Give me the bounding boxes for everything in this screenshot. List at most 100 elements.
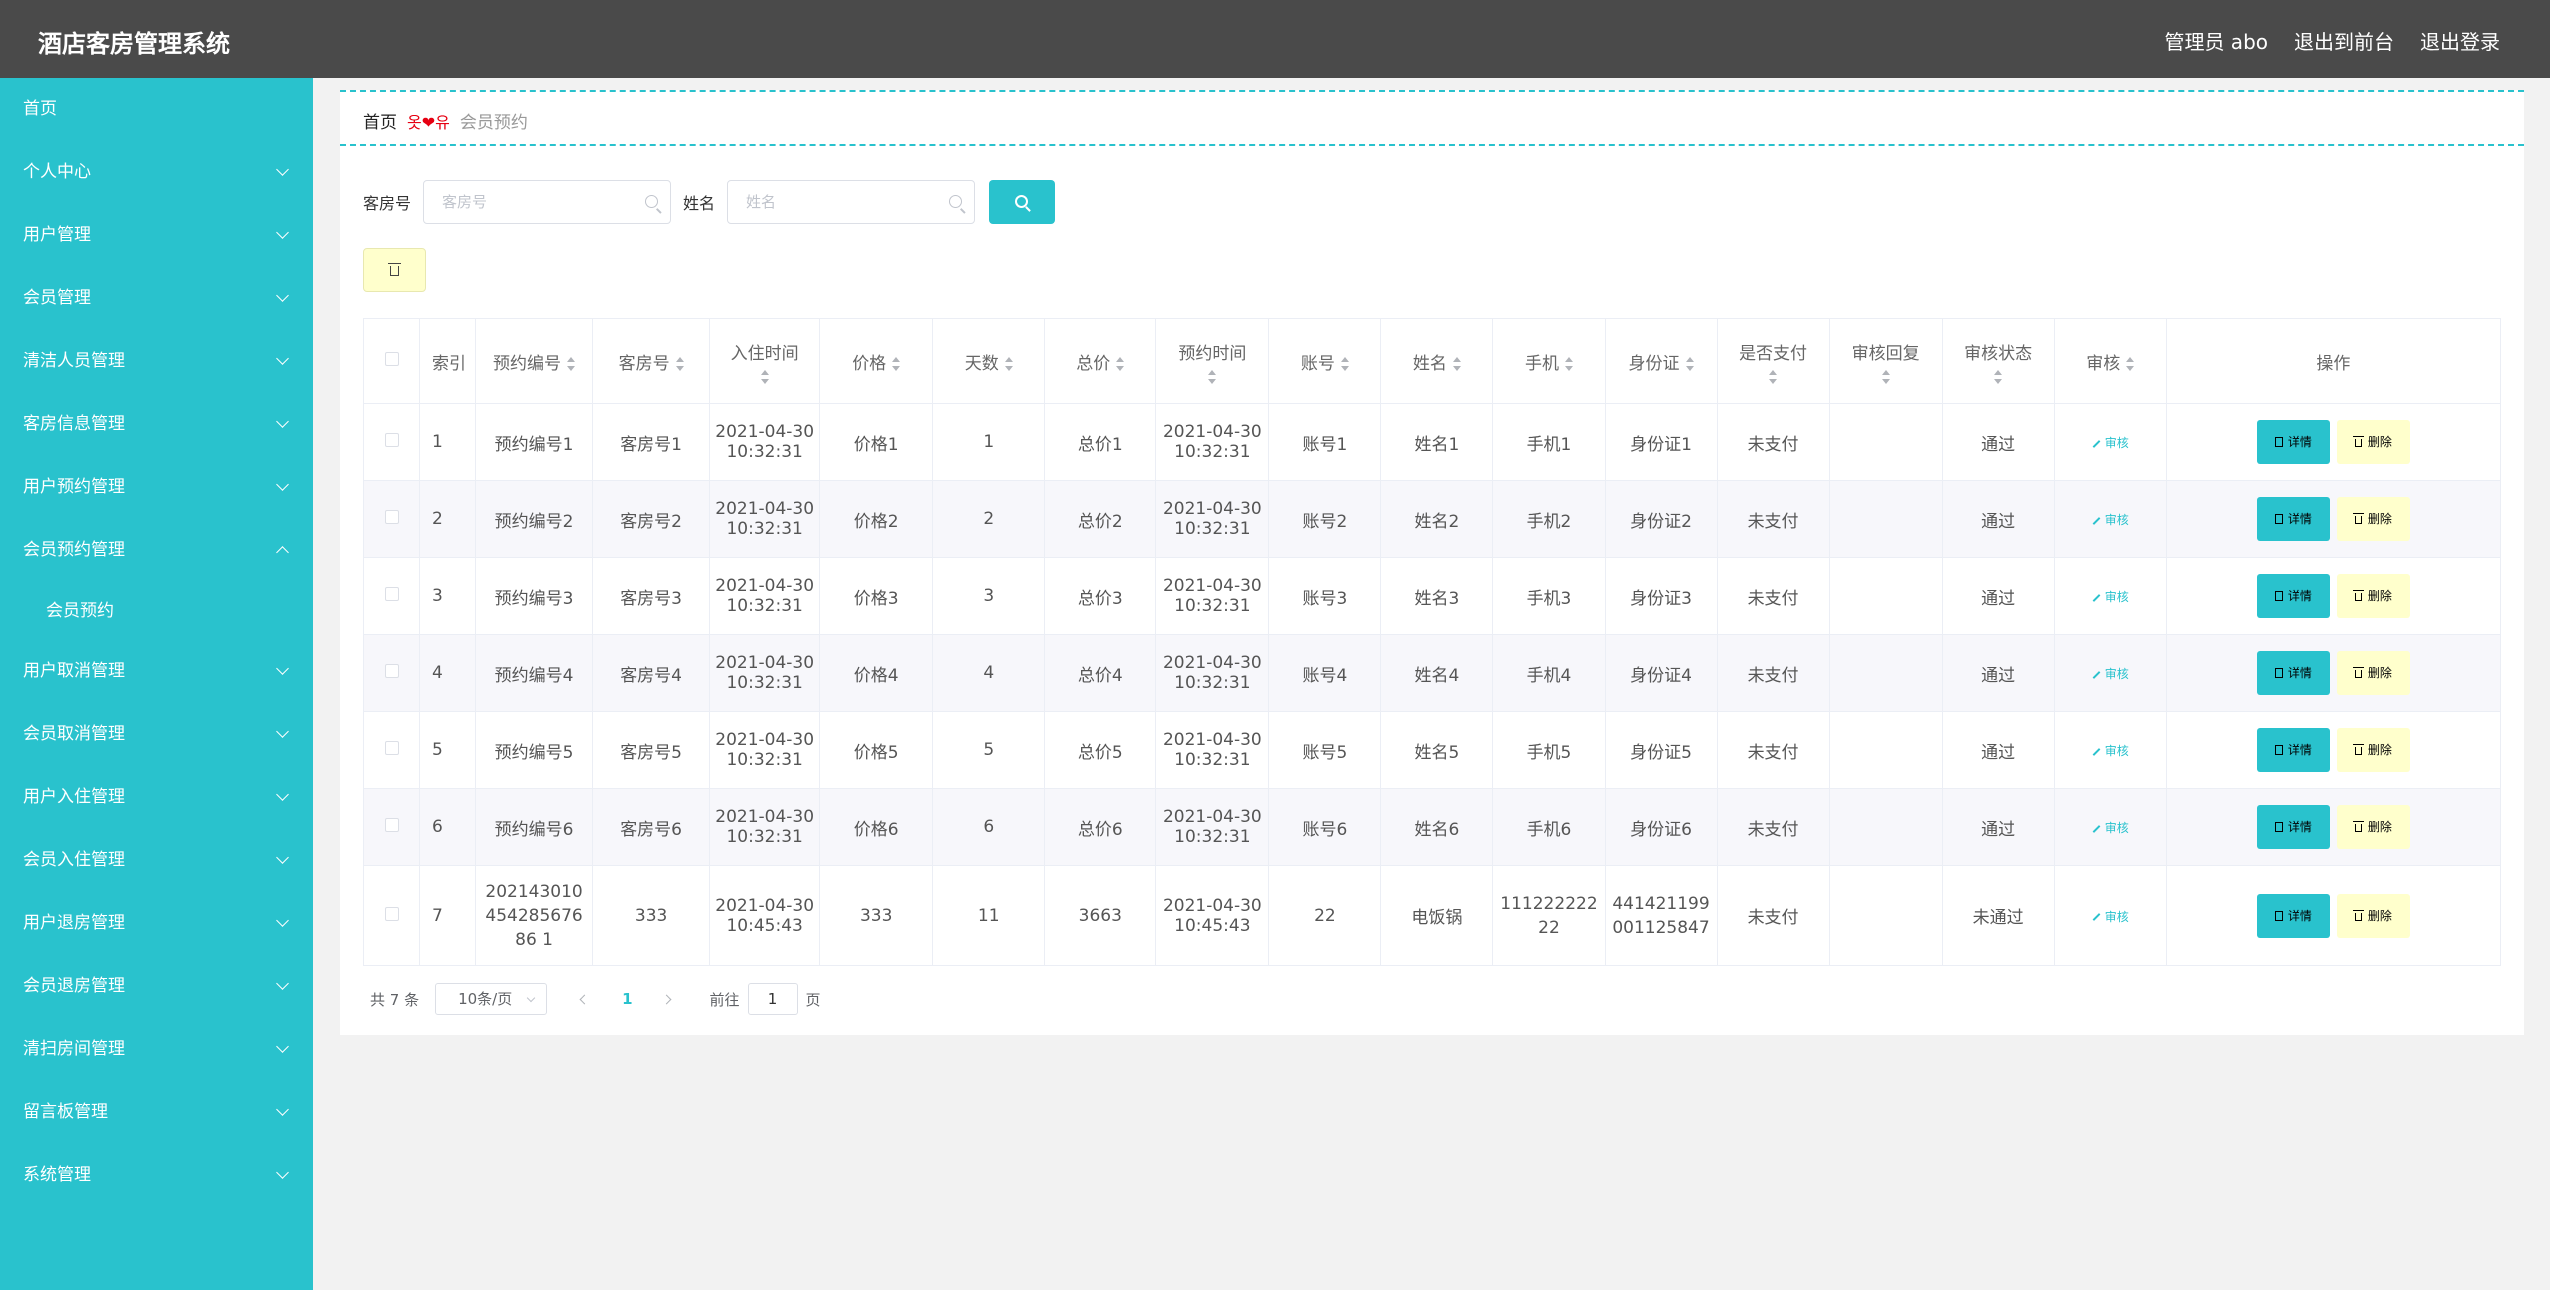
search-button[interactable] [989, 180, 1056, 224]
detail-button[interactable]: 详情 [2256, 893, 2330, 938]
name-field[interactable] [727, 180, 976, 224]
row-checkbox[interactable] [384, 741, 399, 755]
delete-button[interactable]: 删除 [2336, 728, 2410, 772]
column-header[interactable]: 账号 [1268, 318, 1382, 404]
column-header[interactable]: 价格 [819, 318, 934, 404]
sidebar-item-label: 会员退房管理 [23, 976, 125, 996]
delete-button[interactable]: 删除 [2336, 805, 2410, 849]
column-header[interactable]: 手机 [1492, 318, 1606, 404]
table-cell: 姓名2 [1380, 480, 1494, 558]
row-select-cell [362, 788, 421, 866]
sort-icon[interactable] [1564, 356, 1573, 371]
sidebar-subitem[interactable]: 会员预约 [0, 582, 313, 640]
sidebar-item[interactable]: 会员退房管理 [0, 955, 313, 1018]
sidebar-item[interactable]: 首页 [0, 78, 313, 141]
column-header[interactable]: 预约时间 [1155, 318, 1270, 404]
sidebar-item[interactable]: 会员预约管理 [0, 519, 313, 582]
table-cell: 2021-04-30 10:32:31 [709, 480, 821, 558]
logout-link[interactable]: 退出登录 [2420, 30, 2500, 54]
column-header[interactable]: 审核 [2053, 318, 2167, 404]
column-header[interactable]: 是否支付 [1716, 318, 1830, 404]
column-header[interactable]: 总价 [1044, 318, 1157, 404]
sort-icon[interactable] [1685, 356, 1694, 371]
sort-icon[interactable] [675, 356, 684, 371]
sort-icon[interactable] [1004, 356, 1013, 371]
sidebar-item[interactable]: 用户退房管理 [0, 892, 313, 955]
delete-button[interactable]: 删除 [2336, 497, 2410, 541]
row-checkbox[interactable] [384, 818, 399, 832]
sidebar-item[interactable]: 用户管理 [0, 204, 313, 267]
column-header[interactable]: 审核状态 [1941, 318, 2055, 404]
detail-button[interactable]: 详情 [2256, 728, 2330, 772]
detail-button[interactable]: 详情 [2256, 651, 2330, 695]
sidebar-item[interactable]: 留言板管理 [0, 1081, 313, 1144]
audit-link[interactable]: 审核 [2092, 821, 2129, 835]
batch-delete-button[interactable] [363, 248, 426, 292]
audit-link[interactable]: 审核 [2092, 436, 2129, 450]
select-all-checkbox[interactable] [384, 352, 399, 366]
row-checkbox[interactable] [384, 664, 399, 678]
delete-button[interactable]: 删除 [2336, 651, 2410, 695]
row-checkbox[interactable] [384, 587, 399, 601]
column-header[interactable]: 预约编号 [475, 318, 594, 404]
sidebar-item[interactable]: 客房信息管理 [0, 393, 313, 456]
row-checkbox[interactable] [384, 906, 399, 921]
detail-button[interactable]: 详情 [2256, 497, 2330, 541]
room-field[interactable] [423, 180, 672, 224]
sidebar-item[interactable]: 用户预约管理 [0, 456, 313, 519]
audit-link[interactable]: 审核 [2092, 513, 2129, 527]
to-front-link[interactable]: 退出到前台 [2294, 30, 2394, 54]
detail-button[interactable]: 详情 [2256, 574, 2330, 618]
sort-icon[interactable] [1208, 369, 1217, 384]
table-cell: 3663 [1044, 865, 1157, 966]
row-checkbox[interactable] [384, 510, 399, 524]
column-header[interactable]: 入住时间 [709, 318, 821, 404]
name-input[interactable] [728, 181, 975, 223]
detail-button[interactable]: 详情 [2256, 420, 2330, 464]
sidebar-item[interactable]: 系统管理 [0, 1144, 313, 1207]
delete-button[interactable]: 删除 [2336, 893, 2410, 938]
audit-link[interactable]: 审核 [2092, 910, 2129, 924]
sort-icon[interactable] [1116, 356, 1125, 371]
column-header[interactable]: 客房号 [592, 318, 711, 404]
sidebar-item[interactable]: 会员管理 [0, 267, 313, 330]
detail-button[interactable]: 详情 [2256, 805, 2330, 849]
sort-icon[interactable] [2126, 356, 2135, 371]
table-cell: 2021-04-30 10:32:31 [709, 634, 821, 712]
audit-link[interactable]: 审核 [2092, 590, 2129, 604]
sort-icon[interactable] [1994, 369, 2003, 384]
audit-link[interactable]: 审核 [2092, 667, 2129, 681]
table-cell: 通过 [1941, 788, 2055, 866]
audit-cell: 审核 [2053, 480, 2167, 558]
sidebar-item[interactable]: 会员入住管理 [0, 829, 313, 892]
prev-page-button[interactable] [579, 994, 590, 1004]
breadcrumb-home[interactable]: 首页 [363, 113, 397, 133]
page-size-select[interactable]: 10条/页 [435, 983, 548, 1015]
next-page-button[interactable] [661, 994, 671, 1004]
sidebar-item[interactable]: 个人中心 [0, 141, 313, 204]
column-header[interactable]: 姓名 [1380, 318, 1494, 404]
sort-icon[interactable] [567, 356, 576, 371]
sort-icon[interactable] [892, 356, 901, 371]
sidebar-item[interactable]: 清扫房间管理 [0, 1018, 313, 1081]
sort-icon[interactable] [1769, 369, 1778, 384]
sort-icon[interactable] [760, 369, 769, 384]
sort-icon[interactable] [1340, 356, 1349, 371]
sidebar-item[interactable]: 用户取消管理 [0, 640, 313, 703]
sort-icon[interactable] [1452, 356, 1461, 371]
column-header[interactable]: 天数 [932, 318, 1046, 404]
audit-link[interactable]: 审核 [2092, 744, 2129, 758]
page-number[interactable]: 1 [622, 990, 633, 1008]
row-checkbox[interactable] [384, 433, 399, 447]
column-header[interactable]: 审核回复 [1828, 318, 1943, 404]
goto-page-input[interactable]: 1 [747, 983, 798, 1015]
trash-icon [2352, 513, 2364, 524]
delete-button[interactable]: 删除 [2336, 420, 2410, 464]
sort-icon[interactable] [1881, 369, 1890, 384]
column-header[interactable]: 身份证 [1604, 318, 1718, 404]
sidebar-item[interactable]: 会员取消管理 [0, 703, 313, 766]
delete-button[interactable]: 删除 [2336, 574, 2410, 618]
sidebar-item[interactable]: 清洁人员管理 [0, 330, 313, 393]
sidebar-item[interactable]: 用户入住管理 [0, 766, 313, 829]
room-input[interactable] [424, 181, 671, 223]
